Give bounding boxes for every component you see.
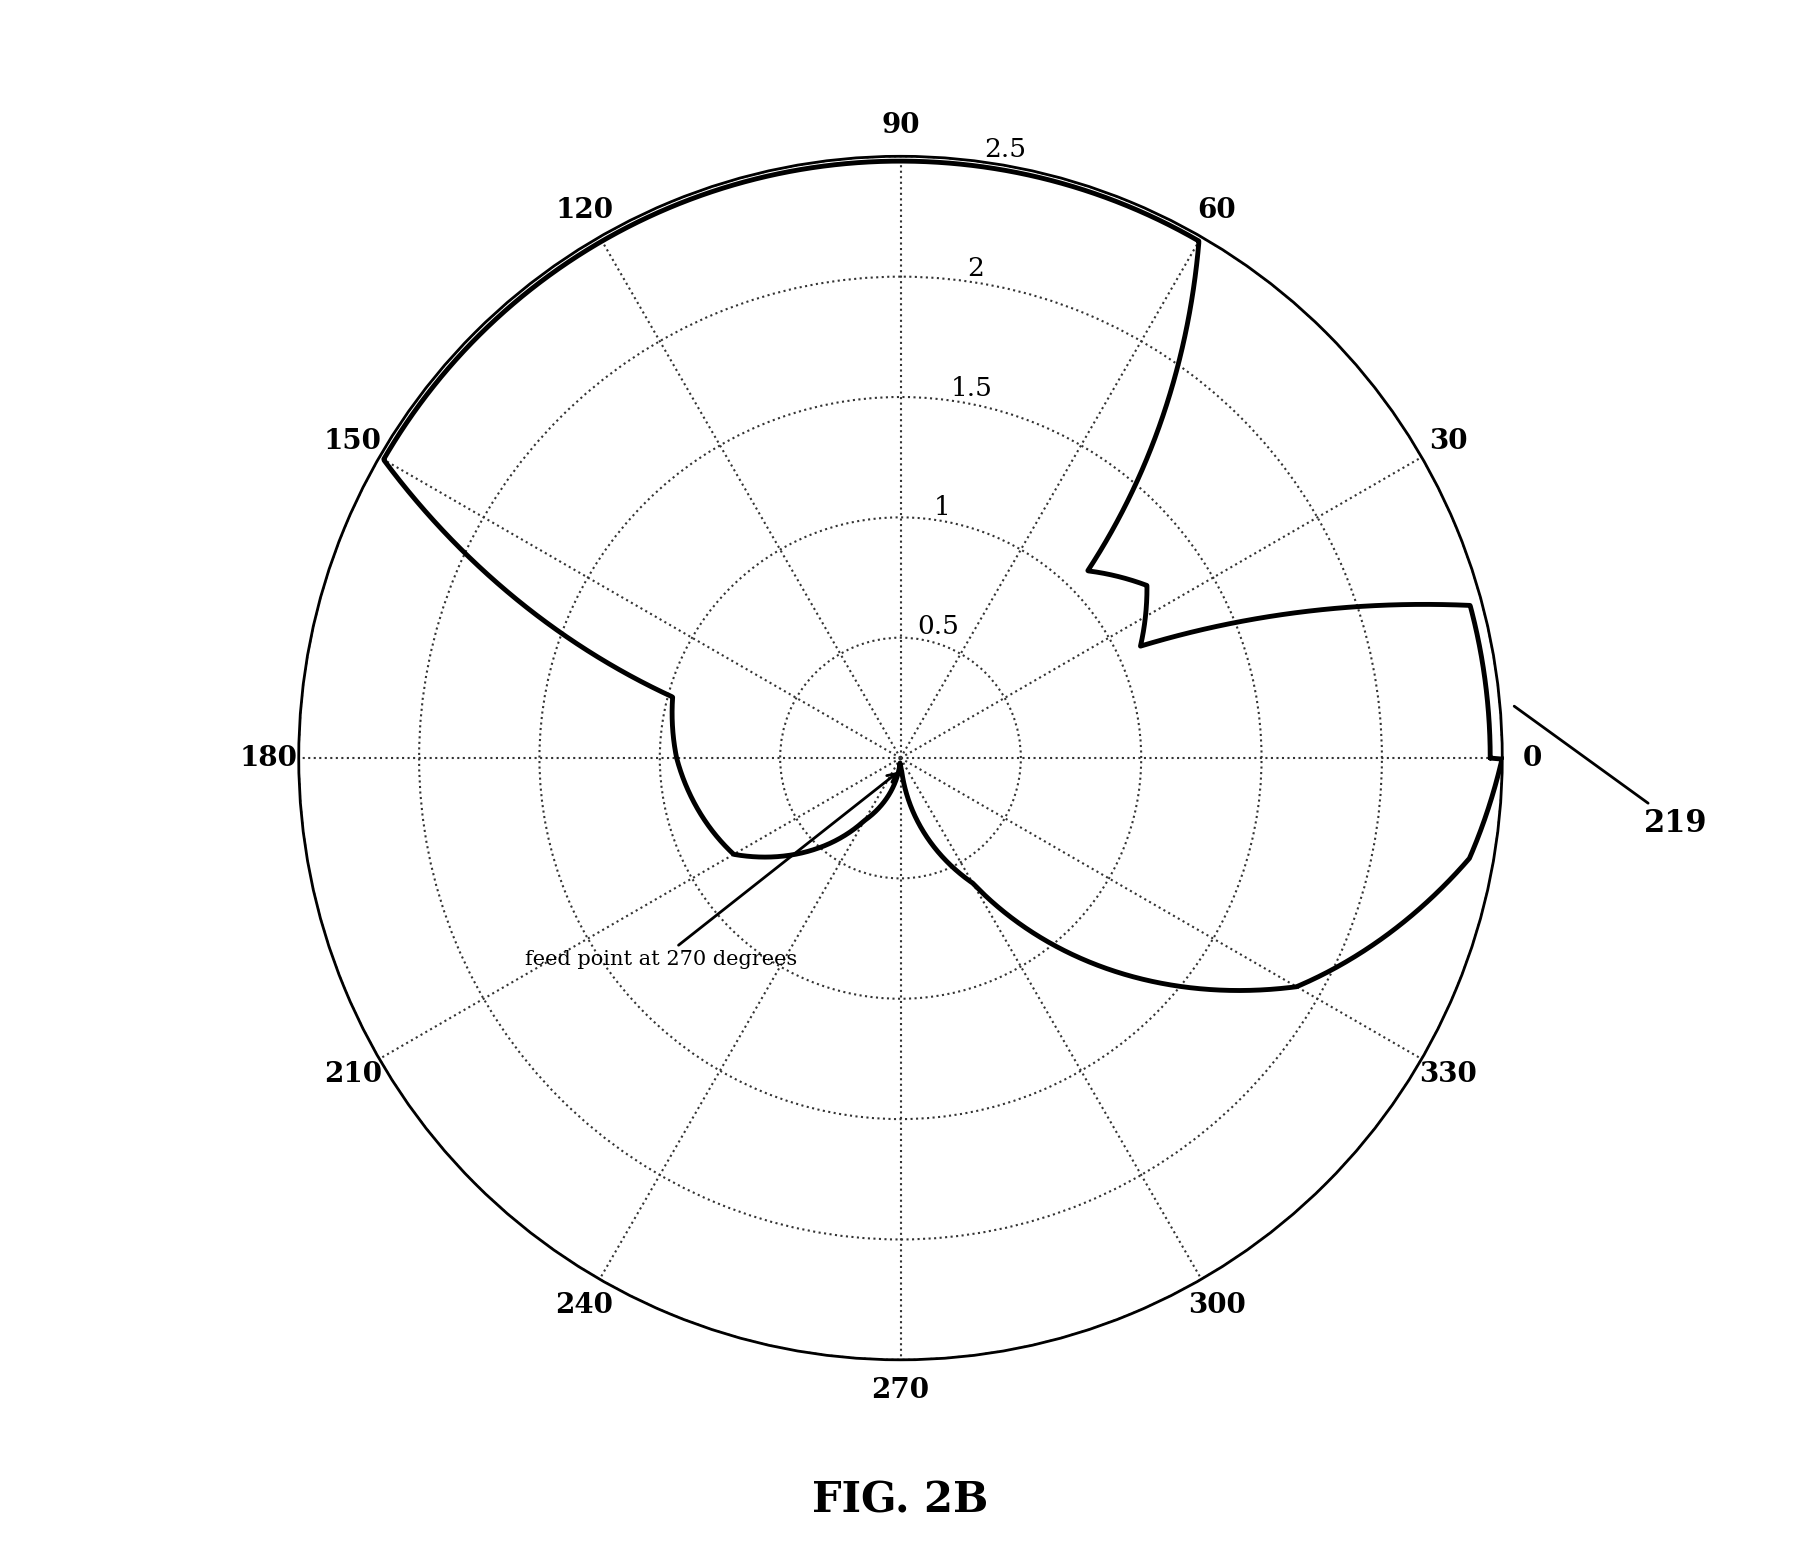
Text: 219: 219: [1515, 706, 1707, 839]
Text: FIG. 2B: FIG. 2B: [812, 1480, 989, 1521]
Text: feed point at 270 degrees: feed point at 270 degrees: [524, 774, 895, 969]
